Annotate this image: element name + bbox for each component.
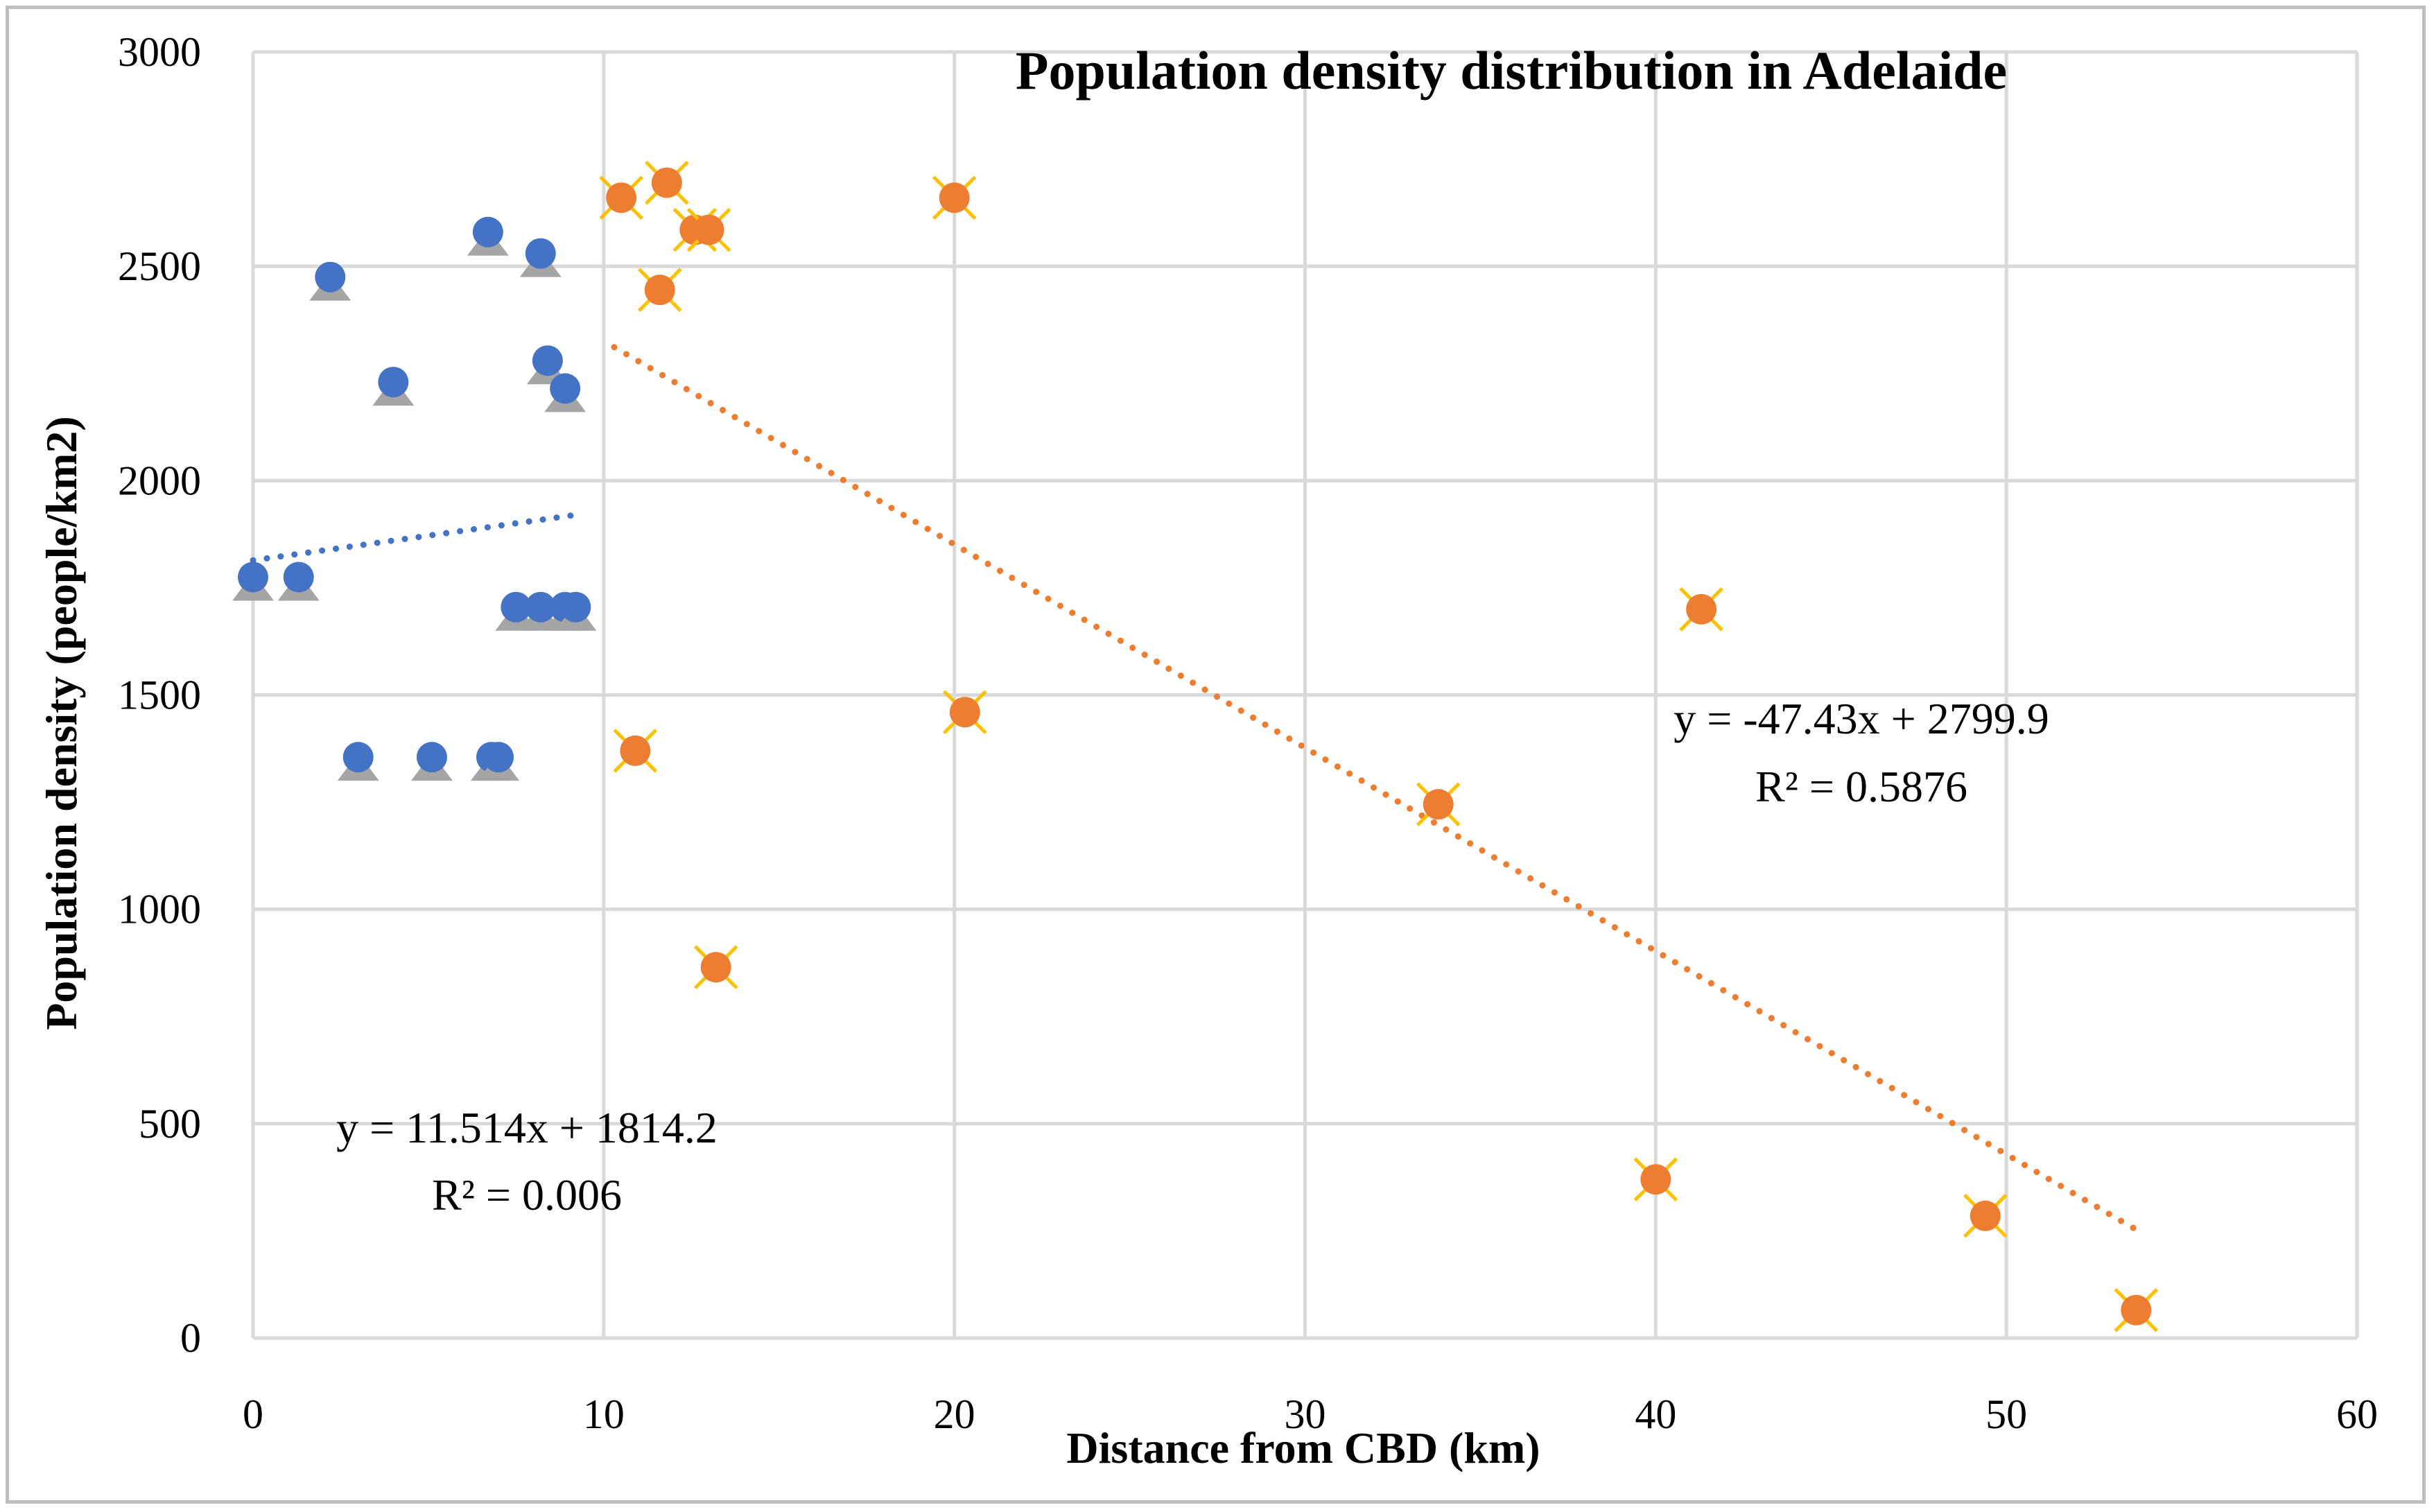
- x-tick-label: 40: [1635, 1391, 1676, 1437]
- trendline-layer: [250, 344, 2139, 1233]
- blue-data-point: [467, 216, 509, 256]
- circle-marker: [693, 214, 724, 245]
- y-tick-label: 500: [139, 1101, 201, 1147]
- blue-data-point: [544, 373, 586, 412]
- circle-marker: [700, 952, 731, 983]
- blue-data-point: [232, 562, 274, 601]
- orange-data-point: [1963, 1194, 2008, 1238]
- blue-data-point: [478, 742, 520, 781]
- circle-marker: [416, 742, 447, 773]
- x-axis-label: Distance from CBD (km): [1066, 1423, 1540, 1472]
- chart-title: Population density distribution in Adela…: [1016, 40, 2007, 101]
- orange-data-point: [2114, 1288, 2159, 1332]
- circle-marker: [315, 261, 346, 293]
- y-tick-label: 1500: [118, 672, 201, 718]
- circle-marker: [1970, 1200, 2001, 1231]
- blue-data-point: [410, 742, 453, 781]
- circle-marker: [525, 591, 556, 623]
- circle-marker: [483, 742, 514, 773]
- blue-trend-r2: R² = 0.006: [432, 1170, 622, 1219]
- y-tick-label: 2000: [118, 458, 201, 503]
- orange-data-point: [686, 207, 731, 252]
- circle-marker: [378, 367, 409, 398]
- x-tick-label: 10: [583, 1391, 625, 1437]
- y-tick-label: 2500: [118, 243, 201, 289]
- orange-trend-r2: R² = 0.5876: [1755, 762, 1967, 811]
- circle-marker: [472, 216, 503, 247]
- orange-data-point: [613, 729, 658, 773]
- orange-data-point: [1679, 587, 1723, 632]
- orange-data-point: [645, 160, 689, 205]
- circle-marker: [606, 182, 637, 214]
- x-tick-label: 30: [1285, 1391, 1326, 1437]
- blue-data-point: [555, 591, 597, 631]
- circle-marker: [651, 167, 682, 198]
- circle-marker: [2121, 1294, 2152, 1326]
- circle-marker: [939, 182, 970, 214]
- orange-data-point: [693, 945, 738, 989]
- circle-marker: [1423, 789, 1454, 820]
- orange-trend-equation: y = -47.43x + 2799.9: [1674, 694, 2049, 743]
- blue-trend-equation: y = 11.514x + 1814.2: [336, 1103, 718, 1152]
- circle-marker: [532, 345, 563, 376]
- blue-data-point: [309, 261, 351, 301]
- orange-data-point: [1416, 782, 1461, 826]
- y-tick-label: 3000: [118, 29, 201, 75]
- blue-trendline: [250, 512, 579, 564]
- x-tick-label: 0: [243, 1391, 263, 1437]
- chart-frame: [6, 6, 2426, 1504]
- circle-marker: [620, 735, 651, 766]
- grid-layer: [251, 50, 2359, 1340]
- circle-marker: [949, 697, 980, 728]
- circle-marker: [1686, 593, 1717, 625]
- orange-data-point: [943, 690, 987, 735]
- marker-layer: [232, 160, 2159, 1332]
- orange-trendline: [611, 344, 2139, 1233]
- circle-marker: [283, 562, 314, 593]
- blue-data-point: [372, 367, 415, 406]
- orange-data-point: [1633, 1157, 1678, 1201]
- orange-data-point: [599, 175, 643, 220]
- orange-data-point: [932, 175, 977, 220]
- blue-data-point: [337, 742, 379, 781]
- x-tick-label: 50: [1985, 1391, 2027, 1437]
- y-tick-label: 0: [180, 1315, 201, 1361]
- circle-marker: [525, 238, 556, 269]
- tick-label-layer: 0 10 20 30 40 50 60 0 500 1000 1500 2000 2500 3000: [118, 29, 2378, 1437]
- x-tick-label: 60: [2336, 1391, 2378, 1437]
- blue-data-point: [519, 238, 562, 277]
- circle-marker: [238, 562, 268, 593]
- circle-marker: [560, 591, 591, 623]
- y-axis-label: Population density (people/km2): [37, 416, 86, 1029]
- circle-marker: [644, 275, 675, 306]
- circle-marker: [550, 373, 581, 404]
- circle-marker: [501, 591, 532, 623]
- orange-data-point: [637, 268, 682, 312]
- blue-data-point: [277, 562, 320, 601]
- circle-marker: [1640, 1164, 1671, 1195]
- x-tick-label: 20: [934, 1391, 975, 1437]
- circle-marker: [342, 742, 374, 773]
- y-tick-label: 1000: [118, 887, 201, 932]
